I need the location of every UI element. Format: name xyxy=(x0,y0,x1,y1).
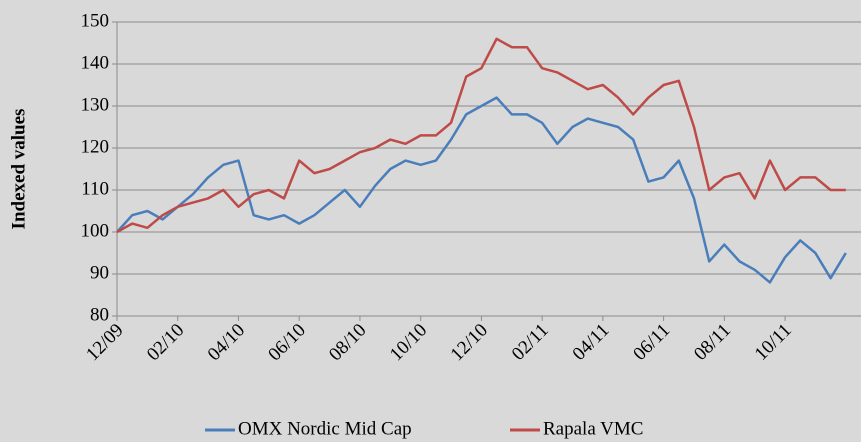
y-tick-label: 110 xyxy=(81,178,109,199)
y-tick-label: 120 xyxy=(81,136,110,157)
y-axis-label: Indexed values xyxy=(8,109,29,230)
y-tick-label: 90 xyxy=(90,262,109,283)
y-tick-label: 80 xyxy=(90,304,109,325)
legend-label: Rapala VMC xyxy=(543,418,643,439)
series-line xyxy=(116,37,846,234)
y-tick-label: 130 xyxy=(81,94,110,115)
y-tick-label: 150 xyxy=(81,10,110,31)
legend-label: OMX Nordic Mid Cap xyxy=(238,418,412,439)
y-tick-label: 140 xyxy=(81,52,110,73)
series-line xyxy=(116,96,847,284)
y-tick-label: 100 xyxy=(81,220,110,241)
